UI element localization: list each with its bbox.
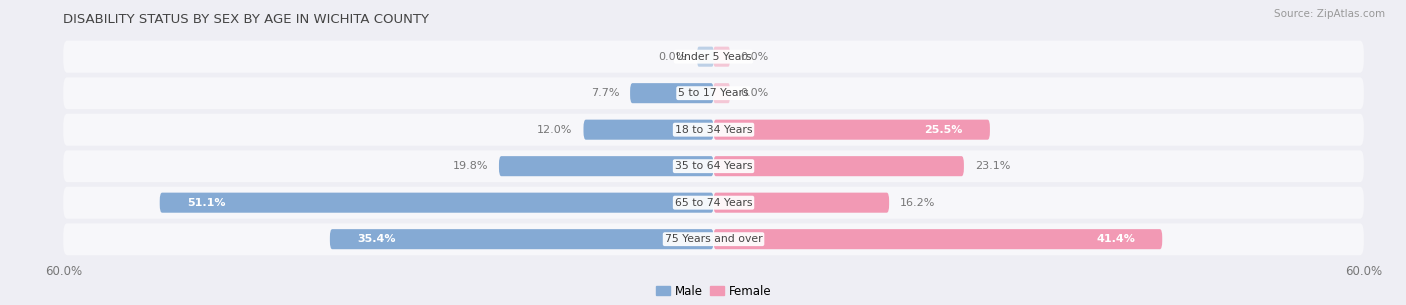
FancyBboxPatch shape	[713, 120, 990, 140]
Text: 65 to 74 Years: 65 to 74 Years	[675, 198, 752, 208]
FancyBboxPatch shape	[713, 156, 965, 176]
FancyBboxPatch shape	[499, 156, 713, 176]
Text: 41.4%: 41.4%	[1097, 234, 1135, 244]
Text: Under 5 Years: Under 5 Years	[676, 52, 751, 62]
FancyBboxPatch shape	[63, 114, 1364, 146]
FancyBboxPatch shape	[63, 187, 1364, 219]
Text: Source: ZipAtlas.com: Source: ZipAtlas.com	[1274, 9, 1385, 19]
FancyBboxPatch shape	[330, 229, 713, 249]
FancyBboxPatch shape	[713, 47, 730, 67]
Text: 12.0%: 12.0%	[537, 125, 572, 135]
Text: 0.0%: 0.0%	[658, 52, 686, 62]
FancyBboxPatch shape	[713, 193, 889, 213]
Text: 0.0%: 0.0%	[741, 88, 769, 98]
Text: 5 to 17 Years: 5 to 17 Years	[678, 88, 749, 98]
FancyBboxPatch shape	[63, 41, 1364, 73]
Text: 0.0%: 0.0%	[741, 52, 769, 62]
Text: 23.1%: 23.1%	[974, 161, 1010, 171]
Text: 16.2%: 16.2%	[900, 198, 935, 208]
Text: 19.8%: 19.8%	[453, 161, 488, 171]
Text: 25.5%: 25.5%	[924, 125, 963, 135]
Text: 75 Years and over: 75 Years and over	[665, 234, 762, 244]
Legend: Male, Female: Male, Female	[651, 280, 776, 302]
Text: 35 to 64 Years: 35 to 64 Years	[675, 161, 752, 171]
Text: 35.4%: 35.4%	[357, 234, 395, 244]
Text: 18 to 34 Years: 18 to 34 Years	[675, 125, 752, 135]
Text: 51.1%: 51.1%	[187, 198, 225, 208]
Text: DISABILITY STATUS BY SEX BY AGE IN WICHITA COUNTY: DISABILITY STATUS BY SEX BY AGE IN WICHI…	[63, 13, 429, 26]
FancyBboxPatch shape	[713, 83, 730, 103]
FancyBboxPatch shape	[713, 229, 1163, 249]
FancyBboxPatch shape	[630, 83, 713, 103]
FancyBboxPatch shape	[583, 120, 713, 140]
FancyBboxPatch shape	[63, 77, 1364, 109]
Text: 7.7%: 7.7%	[591, 88, 619, 98]
FancyBboxPatch shape	[63, 150, 1364, 182]
FancyBboxPatch shape	[63, 223, 1364, 255]
FancyBboxPatch shape	[160, 193, 713, 213]
FancyBboxPatch shape	[697, 47, 713, 67]
